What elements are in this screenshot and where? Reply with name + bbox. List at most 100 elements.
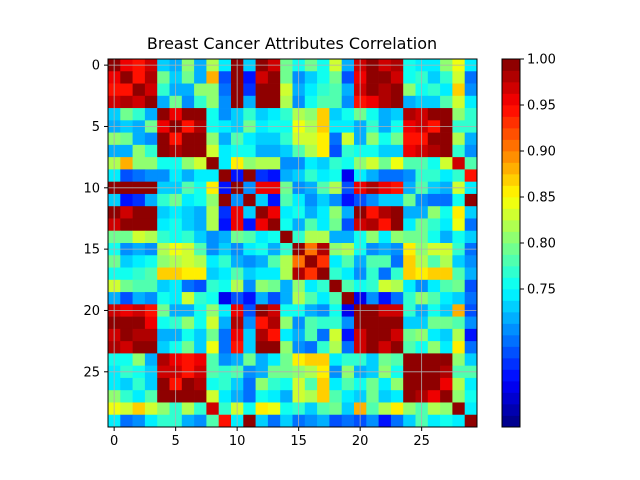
colorbar-level	[502, 139, 520, 152]
gridlines	[108, 59, 477, 427]
heatmap-cell	[120, 169, 133, 183]
heatmap-cell	[390, 218, 404, 232]
heatmap-cell	[366, 353, 379, 367]
heatmap-cell	[157, 279, 170, 293]
heatmap-cell	[390, 390, 404, 403]
heatmap-cell	[206, 83, 220, 97]
heatmap-cell	[243, 95, 256, 109]
heatmap-cell	[267, 267, 281, 281]
heatmap-cell	[157, 230, 170, 244]
heatmap-cell	[366, 144, 379, 158]
heatmap-cell	[280, 341, 293, 354]
heatmap-cell	[464, 255, 478, 268]
heatmap-cell	[304, 390, 318, 403]
heatmap-cell	[218, 230, 232, 244]
heatmap-cell	[440, 193, 453, 207]
heatmap-cell	[243, 316, 256, 330]
heatmap-cell	[366, 169, 379, 183]
heatmap-cell	[341, 108, 355, 121]
heatmap-cell	[403, 206, 416, 219]
heatmap-cell	[427, 279, 441, 293]
heatmap-cell	[218, 414, 232, 428]
heatmap-cell	[304, 95, 318, 109]
colorbar-level	[502, 208, 520, 221]
colorbar-level	[502, 174, 520, 186]
heatmap-cell	[206, 390, 220, 403]
heatmap-cell	[427, 328, 441, 342]
heatmap-cell	[329, 206, 343, 219]
heatmap-cell	[440, 279, 453, 293]
heatmap-cell	[218, 267, 232, 281]
heatmap-cell	[267, 230, 281, 244]
heatmap-cell	[464, 157, 478, 170]
heatmap-cell	[181, 95, 195, 109]
heatmap-cell	[243, 83, 256, 97]
heatmap-cell	[403, 292, 416, 305]
heatmap-cell	[120, 267, 133, 281]
heatmap-cell	[427, 108, 441, 121]
heatmap-cell	[403, 230, 416, 244]
colorbar-tick-label: 0.95	[527, 99, 556, 114]
heatmap-cell	[427, 144, 441, 158]
heatmap-cell	[329, 353, 343, 367]
heatmap-cell	[181, 108, 195, 121]
heatmap-cell	[267, 108, 281, 121]
heatmap-cell	[366, 83, 379, 97]
heatmap-cell	[120, 402, 133, 416]
heatmap-cell	[280, 292, 293, 305]
heatmap-cell	[218, 169, 232, 183]
heatmap-cell	[144, 267, 158, 281]
heatmap-cell	[403, 157, 416, 170]
heatmap-cell	[267, 193, 281, 207]
heatmap-cell	[144, 144, 158, 158]
heatmap-cell	[218, 193, 232, 207]
heatmap-cell	[206, 328, 220, 342]
heatmap-cell	[181, 144, 195, 158]
heatmap-cell	[378, 377, 392, 391]
heatmap-cell	[304, 169, 318, 183]
heatmap-cell	[280, 95, 293, 109]
y-tick-label: 0	[92, 59, 100, 74]
x-tick-label: 15	[290, 434, 307, 449]
heatmap-cell	[120, 341, 133, 354]
heatmap-cell	[194, 95, 207, 109]
heatmap-cell	[144, 414, 158, 428]
heatmap-cell	[341, 95, 355, 109]
heatmap-cell	[132, 108, 146, 121]
heatmap-cell	[440, 377, 453, 391]
heatmap-cell	[317, 267, 330, 281]
heatmap-cell	[366, 255, 379, 268]
heatmap-cell	[440, 71, 453, 84]
heatmap-cell	[464, 206, 478, 219]
heatmap-cell	[304, 377, 318, 391]
heatmap-cell	[255, 218, 269, 232]
heatmap-cell	[218, 95, 232, 109]
heatmap-cell	[280, 157, 293, 170]
heatmap-cell	[194, 255, 207, 268]
heatmap-cell	[440, 267, 453, 281]
heatmap-cell	[341, 144, 355, 158]
heatmap-cell	[403, 353, 416, 367]
heatmap-cell	[255, 193, 269, 207]
heatmap-cell	[390, 267, 404, 281]
heatmap-cell	[329, 390, 343, 403]
heatmap-cell	[440, 390, 453, 403]
heatmap-cell	[464, 390, 478, 403]
heatmap-cell	[181, 157, 195, 170]
heatmap-cell	[243, 218, 256, 232]
heatmap-cell	[378, 132, 392, 146]
colorbar-level	[502, 105, 520, 117]
heatmap-cell	[390, 144, 404, 158]
heatmap-cell	[255, 83, 269, 97]
heatmap-cell	[181, 83, 195, 97]
heatmap-cell	[194, 316, 207, 330]
heatmap-cell	[206, 132, 220, 146]
heatmap-cell	[267, 71, 281, 84]
heatmap-cell	[132, 402, 146, 416]
heatmap-cell	[144, 71, 158, 84]
heatmap-cell	[403, 83, 416, 97]
heatmap-cell	[378, 206, 392, 219]
heatmap-cell	[132, 377, 146, 391]
heatmap-cell	[440, 292, 453, 305]
heatmap-cell	[181, 390, 195, 403]
